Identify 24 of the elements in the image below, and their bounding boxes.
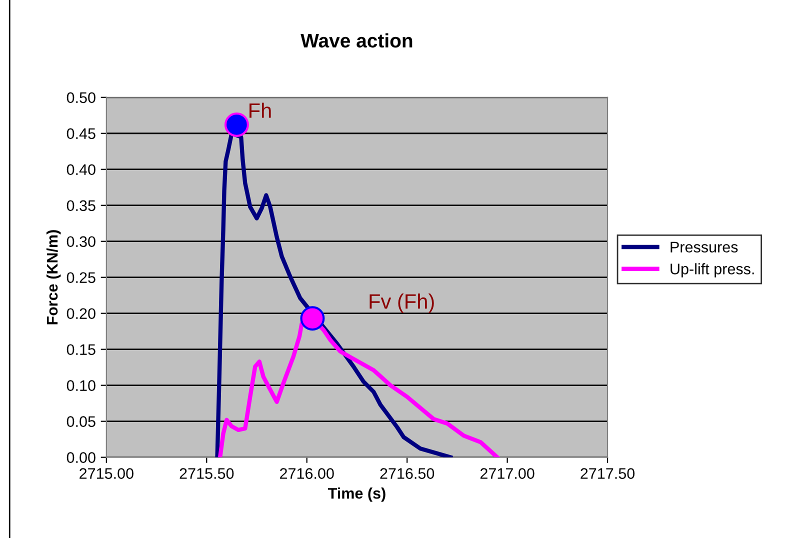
- legend-label: Up-lift press.: [670, 263, 754, 278]
- y-tick-label: 0.45: [66, 128, 96, 140]
- x-tick-label: 2716.00: [280, 468, 334, 479]
- x-tick-label: 2717.50: [580, 468, 635, 479]
- y-tick-label: 0.40: [66, 164, 96, 176]
- x-tick-label: 2715.50: [180, 468, 234, 479]
- x-tick-label: 2715.00: [80, 468, 134, 479]
- x-tick-label: 2716.50: [380, 468, 434, 479]
- y-tick-label: 0.15: [66, 344, 96, 356]
- legend-label: Pressures: [670, 242, 738, 253]
- y-tick-label: 0.20: [66, 308, 96, 320]
- annotation: Fv (Fh): [370, 294, 434, 313]
- y-tick-label: 0.00: [66, 452, 96, 463]
- x-axis-title: Time (s): [328, 488, 386, 502]
- y-tick-label: 0.50: [66, 92, 96, 104]
- y-axis-title: Force (KN/m): [46, 230, 61, 324]
- annotation: Fh: [250, 102, 271, 118]
- y-tick-label: 0.35: [66, 200, 96, 212]
- y-tick-label: 0.25: [66, 272, 96, 284]
- x-tick-label: 2717.00: [480, 468, 534, 479]
- y-tick-label: 0.30: [66, 236, 96, 248]
- chart-title: Wave action: [300, 33, 412, 48]
- y-tick-label: 0.05: [66, 416, 96, 427]
- y-tick-label: 0.10: [66, 380, 96, 391]
